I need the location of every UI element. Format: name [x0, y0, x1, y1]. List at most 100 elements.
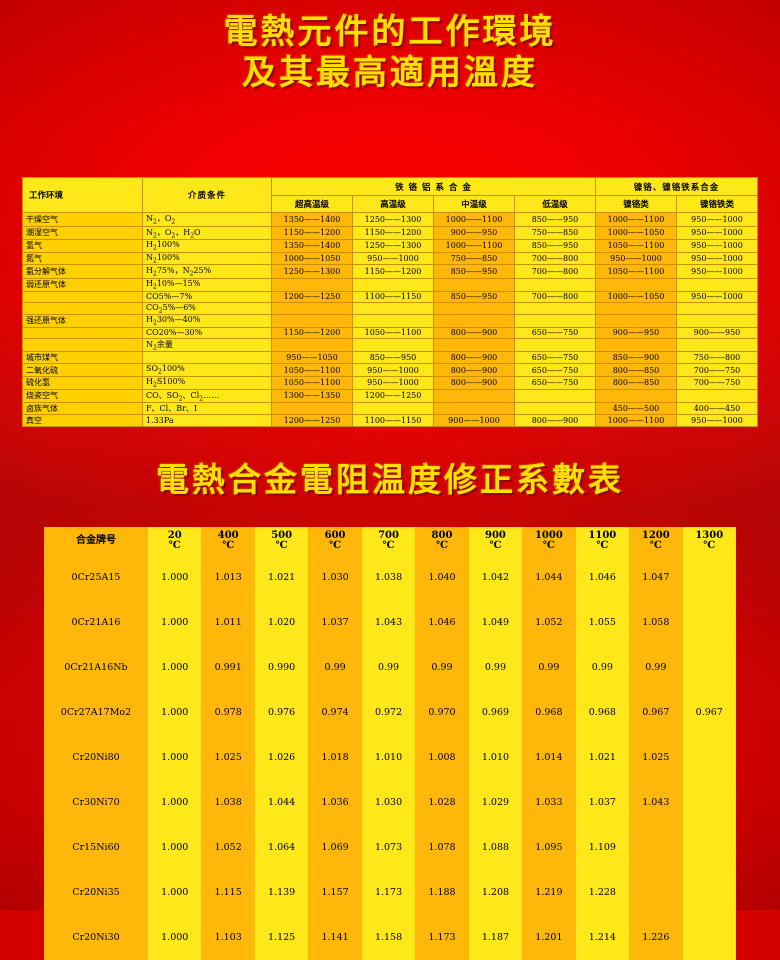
cell-correction-factor: 1.025: [629, 735, 683, 780]
cell-correction-factor: 1.040: [415, 555, 469, 600]
cell-correction-factor: 1.010: [468, 735, 523, 780]
table-row: 城市煤气 950——1050 850——950 800——900 650——750 850…: [22, 351, 758, 365]
th-temperature-600: 600 ℃: [308, 527, 362, 555]
cell-correction-factor: 1.187: [468, 915, 523, 960]
cell-alloy-grade: Cr30Ni70: [44, 780, 148, 825]
cell-medium-condition: 1.33Pa: [142, 414, 272, 428]
cell-temp-range: [595, 337, 677, 353]
cell-correction-factor: 1.226: [629, 915, 683, 960]
cell-temp-range: 1200——1250: [352, 388, 434, 404]
cell-temp-range: 850——950: [514, 239, 596, 253]
cell-correction-factor: 1.109: [575, 825, 630, 870]
cell-temp-range: 700——800: [514, 264, 596, 279]
cell-temp-range: [271, 301, 353, 316]
cell-temp-range: [595, 277, 677, 292]
cell-correction-factor: 1.000: [148, 780, 202, 825]
th-sub-2: 中温级: [433, 195, 515, 213]
title-line-1: 電熱元件的工作環境: [223, 12, 557, 52]
table-row: Cr20Ni80 1.000 1.025 1.026 1.018 1.010 1.008 1.…: [44, 735, 736, 780]
cell-temp-range: 450——500: [595, 402, 677, 416]
cell-correction-factor: [682, 555, 736, 600]
cell-working-environment: 硫化氢: [22, 375, 143, 390]
th-sub-4: 镍铬类: [595, 195, 677, 213]
cell-working-environment: 卤族气体: [22, 402, 143, 416]
cell-temp-range: [271, 314, 353, 328]
cell-working-environment: [22, 337, 143, 353]
cell-temp-range: 1350——1400: [271, 239, 353, 253]
cell-medium-condition: F、Cl、Br、I: [142, 402, 272, 416]
table-row: Cr20Ni30 1.000 1.103 1.125 1.141 1.158 1.173 1.…: [44, 915, 736, 960]
cell-correction-factor: 0.972: [361, 690, 416, 735]
cell-temp-range: [271, 337, 353, 353]
cell-correction-factor: 1.025: [201, 735, 255, 780]
th-working-environment: 工作环境: [22, 177, 143, 213]
table-row: 0Cr21A16 1.000 1.011 1.020 1.037 1.043 1.046 1.…: [44, 600, 736, 645]
cell-temp-range: 950——1000: [676, 264, 758, 279]
cell-temp-range: [433, 314, 515, 328]
cell-medium-condition: CO、SO2、Cl2……: [142, 388, 272, 404]
cell-temp-range: [352, 402, 434, 416]
poster-title-primary: 電熱元件的工作環境 及其最高適用溫度: [0, 12, 780, 95]
table-row: 真空 1.33Pa 1200——1250 1100——1150 900——1000 800…: [22, 414, 758, 428]
cell-temp-range: [676, 337, 758, 353]
cell-correction-factor: 1.046: [415, 600, 469, 645]
cell-temp-range: [595, 314, 677, 328]
table-row: 0Cr21A16Nb 1.000 0.991 0.990 0.99 0.99 0.99 0.9…: [44, 645, 736, 690]
cell-temp-range: [433, 301, 515, 316]
cell-correction-factor: 1.030: [308, 555, 362, 600]
cell-temp-range: 1050——1100: [271, 375, 353, 390]
cell-temp-range: 1200——1250: [271, 290, 353, 303]
th-sub-0: 超高温级: [271, 195, 353, 213]
cell-temp-range: [676, 277, 758, 292]
cell-medium-condition: N2，O2: [142, 212, 272, 227]
cell-medium-condition: H230%—40%: [142, 314, 272, 328]
cell-temp-range: 1100——1150: [352, 290, 434, 303]
cell-correction-factor: 1.028: [415, 780, 469, 825]
table-row: 干燥空气 N2，O2 1350——1400 1250——1300 1000——1100 8…: [22, 212, 758, 227]
cell-correction-factor: 1.010: [361, 735, 416, 780]
cell-correction-factor: 1.069: [308, 825, 362, 870]
cell-correction-factor: 1.125: [254, 915, 309, 960]
cell-correction-factor: [682, 915, 736, 960]
cell-temp-range: [514, 337, 596, 353]
cell-alloy-grade: 0Cr25A15: [44, 555, 148, 600]
th-temperature-1100: 1100 ℃: [575, 527, 630, 555]
cell-correction-factor: 1.021: [575, 735, 630, 780]
cell-alloy-grade: Cr15Ni60: [44, 825, 148, 870]
cell-temp-range: 1150——1200: [271, 225, 353, 241]
poster-title-secondary: 電熱合金電阻温度修正系數表: [0, 460, 780, 500]
cell-correction-factor: 1.047: [629, 555, 683, 600]
cell-temp-range: 900——950: [433, 225, 515, 241]
cell-correction-factor: 1.201: [522, 915, 576, 960]
cell-temp-range: [352, 337, 434, 353]
cell-temp-range: 800——900: [433, 363, 515, 377]
cell-temp-range: 1350——1400: [271, 212, 353, 227]
cell-correction-factor: 1.037: [308, 600, 362, 645]
cell-temp-range: 750——850: [433, 251, 515, 266]
cell-medium-condition: [142, 351, 272, 365]
cell-temp-range: 700——750: [676, 375, 758, 390]
th-temperature-800: 800 ℃: [415, 527, 469, 555]
cell-correction-factor: 0.99: [629, 645, 683, 690]
cell-correction-factor: 1.011: [201, 600, 255, 645]
table-row: 强还原气体 H230%—40%: [22, 314, 758, 328]
cell-correction-factor: 1.055: [575, 600, 630, 645]
table1-header-row-2: 超高温级 高温级 中温级 低温级 镍铬类 镍铬铁类: [23, 195, 758, 213]
cell-correction-factor: 1.073: [361, 825, 416, 870]
th-sub-5: 镍铬铁类: [676, 195, 758, 213]
th-temperature-1200: 1200 ℃: [629, 527, 683, 555]
table-row: 烧瓷空气 CO、SO2、Cl2…… 1300——1350 1200——1250: [22, 388, 758, 404]
th-group-nicr: 镍铬、镍铬铁系合金: [595, 177, 758, 196]
cell-correction-factor: 1.030: [361, 780, 416, 825]
cell-correction-factor: 1.052: [201, 825, 255, 870]
cell-correction-factor: 0.974: [308, 690, 362, 735]
cell-temp-range: 700——800: [514, 290, 596, 303]
cell-temp-range: [433, 388, 515, 404]
cell-correction-factor: 0.969: [468, 690, 523, 735]
cell-correction-factor: 1.018: [308, 735, 362, 780]
cell-correction-factor: 1.008: [415, 735, 469, 780]
cell-medium-condition: H210%—15%: [142, 277, 272, 292]
cell-correction-factor: 1.038: [361, 555, 416, 600]
cell-correction-factor: 0.968: [522, 690, 576, 735]
cell-temp-range: 1300——1350: [271, 388, 353, 404]
